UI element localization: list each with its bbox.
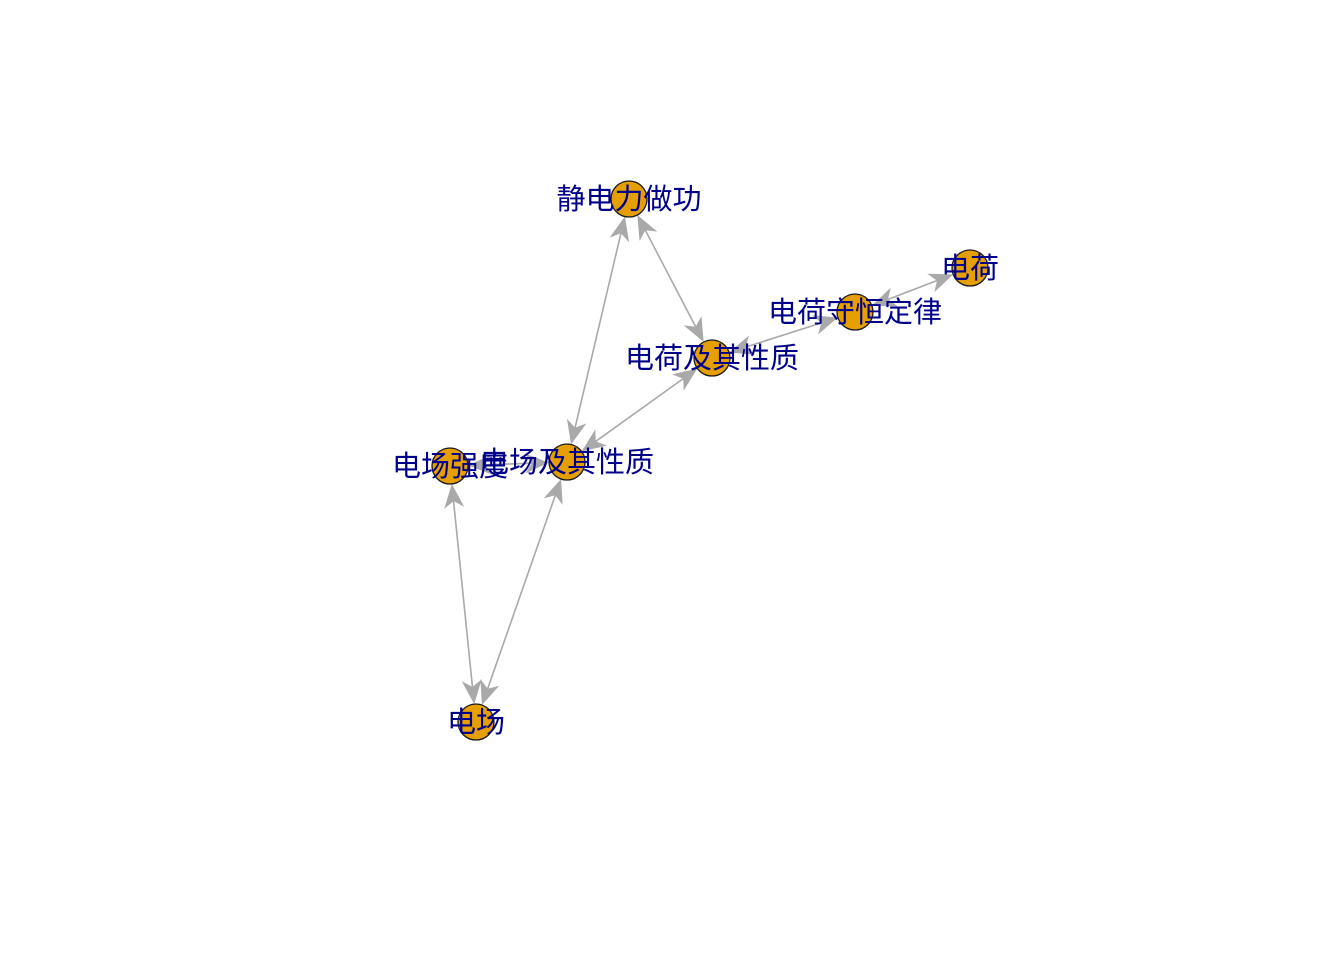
edge-qiangdu-dianchang (444, 483, 482, 705)
arrowhead (566, 418, 587, 445)
node-jingdianli[interactable] (610, 180, 648, 218)
edge-line (452, 500, 474, 688)
arrowhead (468, 454, 493, 475)
node-label-dianhe: 电荷 (941, 251, 999, 285)
node-label-jingdianli: 静电力做功 (556, 182, 701, 216)
edge-shouheng-dianhe_xingzhi (729, 315, 838, 355)
arrowhead (524, 453, 549, 474)
edge-line (484, 462, 533, 466)
node-label-dianhe_xingzhi: 电荷及其性质 (625, 341, 799, 375)
node-dianchang_xingzhi[interactable] (548, 443, 586, 481)
edge-line (574, 232, 622, 429)
node-label-dianchang: 电场 (447, 705, 505, 739)
node-dianchang[interactable] (457, 703, 495, 741)
node-dianhe_xingzhi[interactable] (693, 339, 731, 377)
edge-jingdianli-dianhe_xingzhi (637, 215, 704, 342)
arrowhead (812, 315, 838, 335)
nodes-layer (431, 180, 989, 741)
edge-shouheng-dianhe (871, 273, 954, 307)
edge-dianchang_xingzhi-dianchang (480, 479, 563, 705)
arrowhead (581, 429, 607, 452)
edge-line (744, 321, 823, 349)
arrowhead (609, 216, 630, 243)
arrowhead (461, 679, 482, 705)
arrowhead (637, 215, 658, 241)
arrowhead (480, 679, 500, 705)
edge-dianhe_xingzhi-dianchang_xingzhi (581, 368, 698, 452)
edges-layer (444, 215, 954, 705)
edge-line (594, 377, 685, 443)
arrowhead (683, 316, 704, 342)
edge-line (486, 494, 557, 690)
edge-line (887, 279, 938, 301)
arrowhead (871, 287, 898, 307)
node-label-dianchang_xingzhi: 电场及其性质 (480, 445, 654, 479)
node-shouheng[interactable] (836, 293, 874, 331)
node-dianhe[interactable] (951, 249, 989, 287)
node-qiangdu[interactable] (431, 447, 469, 485)
node-label-shouheng: 电荷守恒定律 (768, 295, 942, 329)
arrowhead (729, 335, 755, 355)
arrowhead (444, 483, 465, 509)
arrowhead (672, 368, 698, 391)
arrowhead (927, 273, 954, 293)
arrowhead (543, 479, 563, 505)
edge-line (644, 229, 697, 328)
edge-qiangdu-dianchang_xingzhi (468, 453, 549, 475)
node-label-qiangdu: 电场强度 (392, 449, 508, 483)
edge-jingdianli-dianchang_xingzhi (566, 216, 630, 445)
